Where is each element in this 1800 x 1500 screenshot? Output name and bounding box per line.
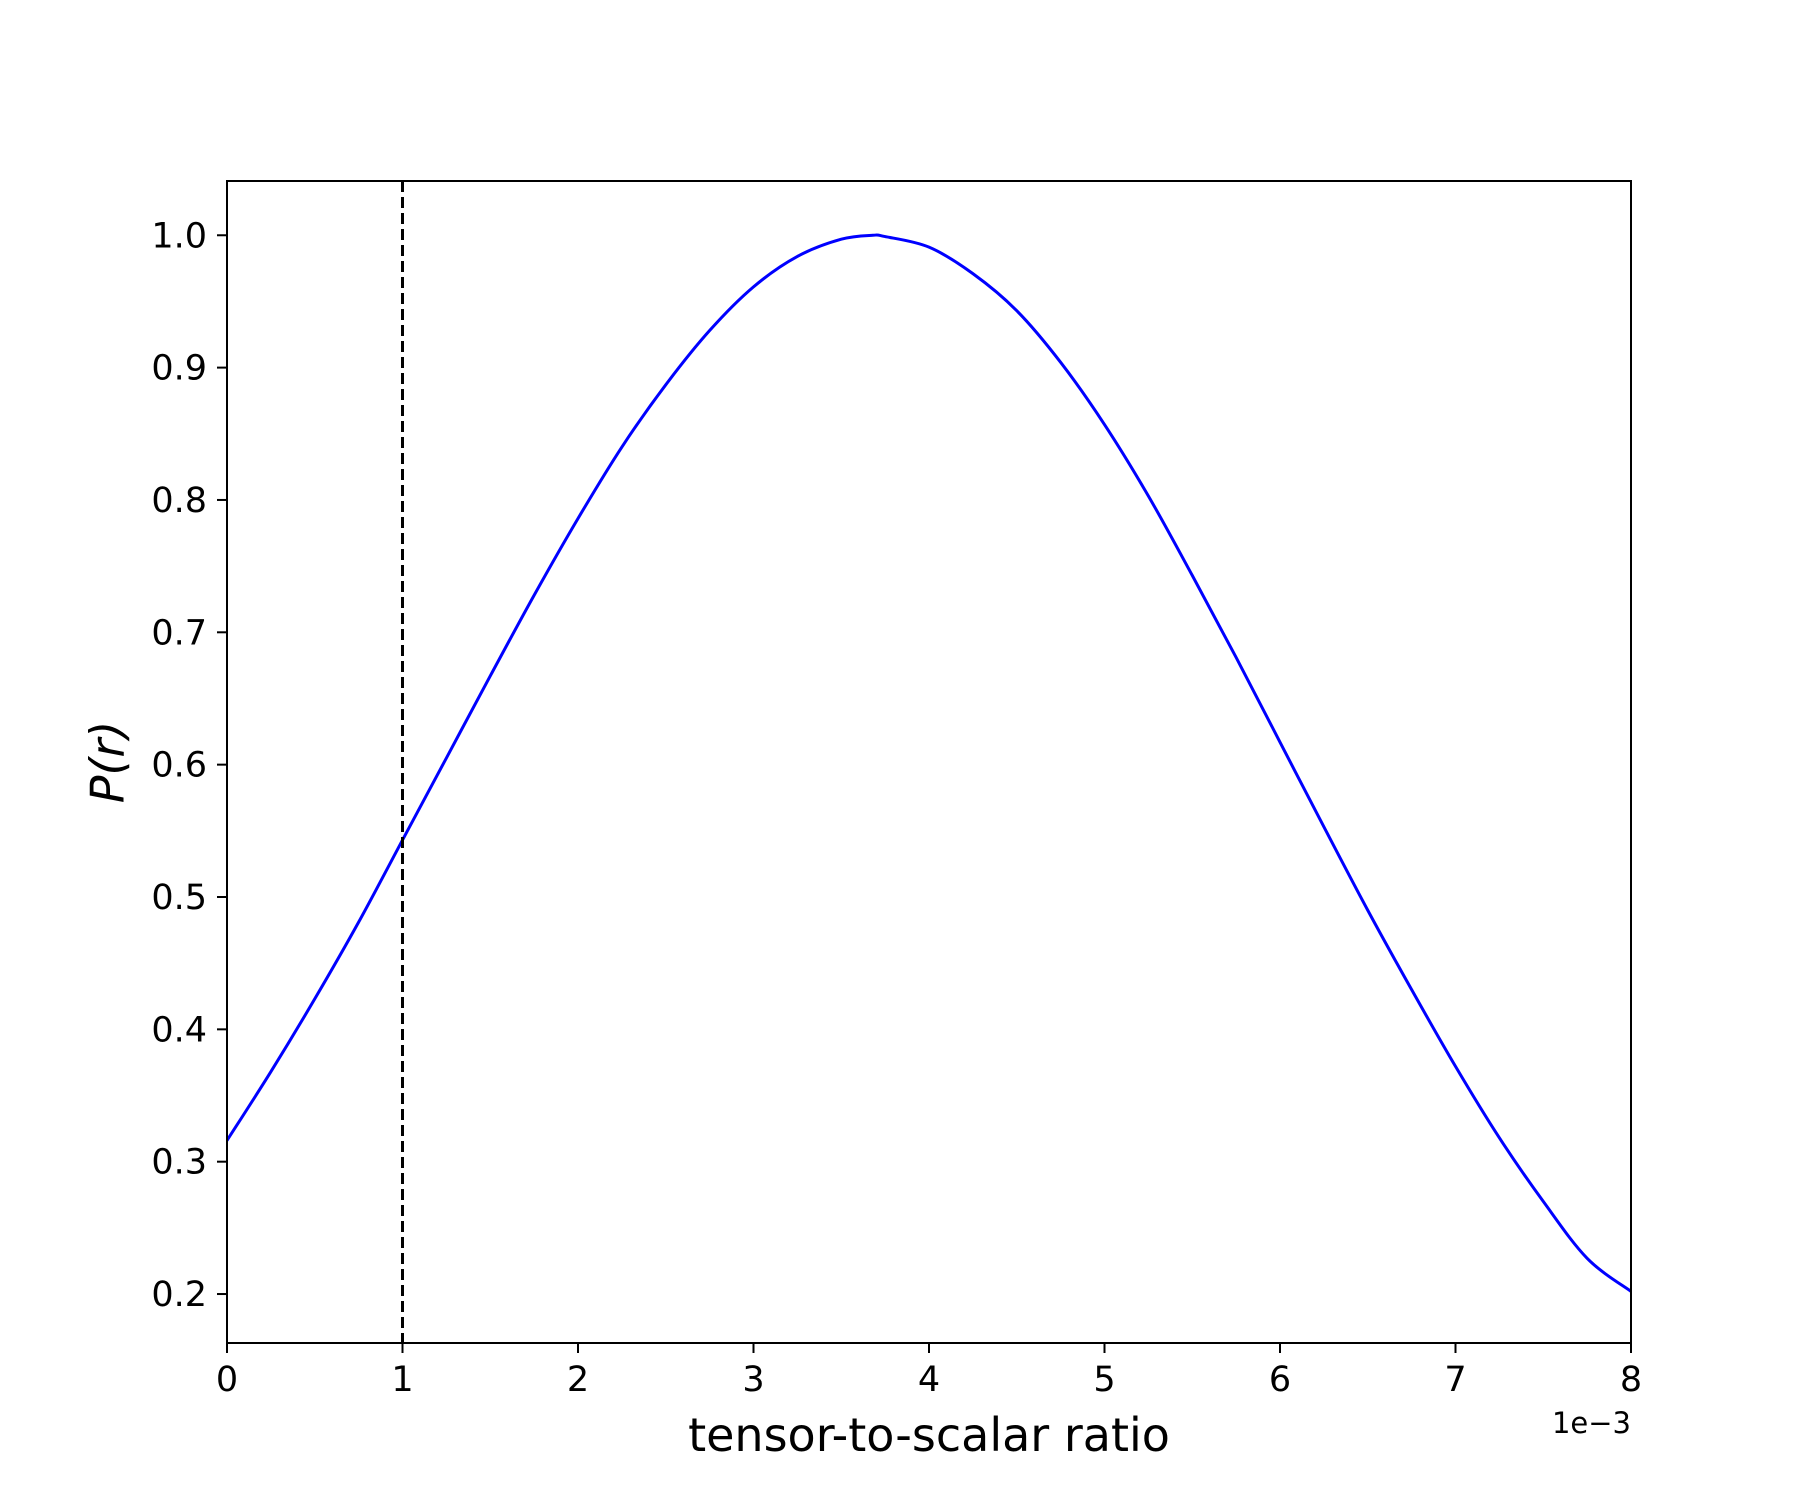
x-tick-label: 3 (742, 1360, 764, 1400)
x-tick-label: 0 (216, 1360, 238, 1400)
y-tick-label: 0.2 (151, 1275, 207, 1315)
x-tick-label: 8 (1620, 1360, 1642, 1400)
x-tick-label: 5 (1093, 1360, 1115, 1400)
x-axis-label: tensor-to-scalar ratio (688, 1408, 1170, 1462)
x-tick-label: 7 (1444, 1360, 1466, 1400)
y-tick-label: 0.9 (151, 349, 207, 389)
x-tick-label: 2 (567, 1360, 589, 1400)
x-tick-label: 1 (391, 1360, 413, 1400)
plot-area (227, 181, 1631, 1343)
x-tick-label: 6 (1269, 1360, 1291, 1400)
y-tick-label: 0.8 (151, 481, 207, 521)
y-tick-label: 0.5 (151, 878, 207, 918)
y-axis-label: P(r) (81, 721, 135, 804)
y-tick-label: 0.6 (151, 746, 207, 786)
y-tick-label: 0.4 (151, 1010, 207, 1050)
axes-frame (226, 180, 1632, 1344)
y-tick-label: 0.7 (151, 613, 207, 653)
x-tick-label: 4 (918, 1360, 940, 1400)
ticks: 0 1 2 3 4 5 6 7 8 0.2 0.3 0.4 0.5 0.6 0.7 0.8 0.9 1.0 (151, 216, 1642, 1400)
series-line-0 (227, 233, 1631, 1293)
x-axis-offset-label: 1e−3 (1552, 1406, 1631, 1440)
y-tick-label: 1.0 (151, 216, 207, 256)
y-tick-label: 0.3 (151, 1143, 207, 1183)
